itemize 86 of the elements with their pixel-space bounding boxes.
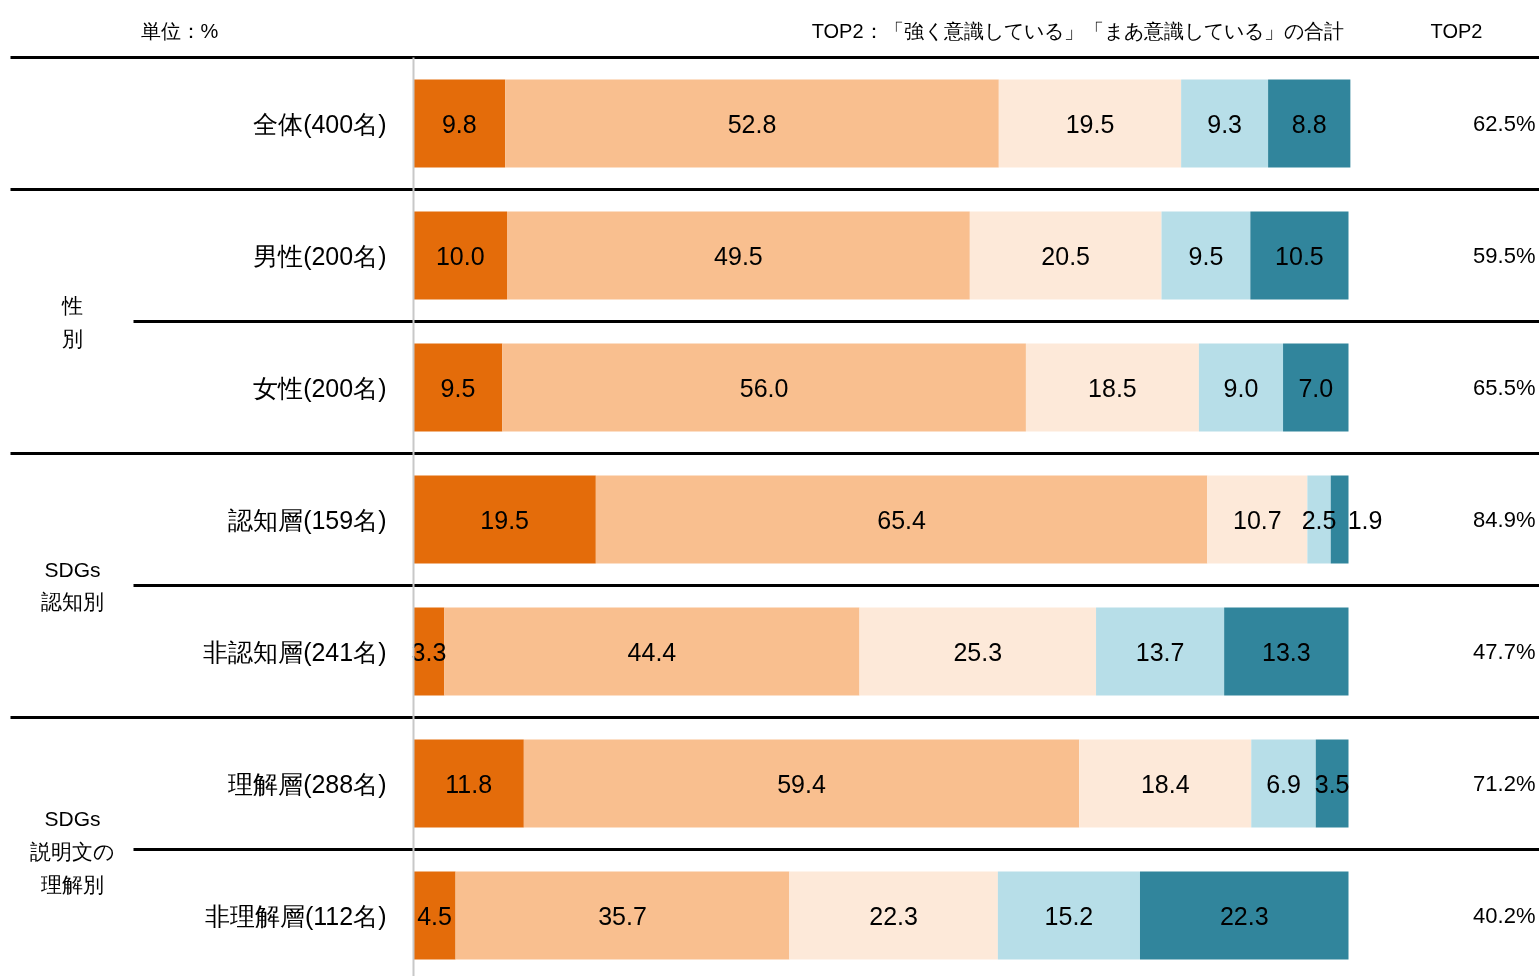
- bar: [1079, 739, 1252, 828]
- bar: [1198, 343, 1284, 432]
- bar: [1250, 211, 1349, 300]
- y-tick-label: 女性(200名): [253, 373, 387, 402]
- text: 59.5%: [1473, 243, 1536, 268]
- data-label: 9.8: [441, 109, 477, 138]
- text: 理解別: [41, 873, 104, 896]
- text: 説明文の: [30, 840, 115, 863]
- bar: [413, 343, 503, 432]
- text: 別: [62, 327, 83, 350]
- data-label: 35.7: [598, 901, 647, 930]
- data-label: 9.5: [440, 373, 476, 402]
- text: 47.7%: [1473, 639, 1536, 664]
- bar: [413, 739, 524, 828]
- bar: [859, 607, 1097, 696]
- data-label: 11.8: [445, 769, 493, 798]
- data-label: 4.5: [417, 901, 452, 930]
- bar: [997, 871, 1140, 960]
- data-label: 59.4: [777, 769, 826, 798]
- text: TOP2: [1430, 19, 1483, 42]
- text: 84.9%: [1473, 507, 1536, 532]
- bar: [1224, 607, 1349, 696]
- bar: [1096, 607, 1225, 696]
- data-label: 9.0: [1223, 373, 1259, 402]
- bar: [413, 79, 506, 168]
- bar: [1161, 211, 1251, 300]
- data-label: 10.5: [1275, 241, 1324, 270]
- bar: [413, 211, 507, 300]
- data-label: 15.2: [1044, 901, 1094, 930]
- data-label: 1.9: [1347, 505, 1383, 534]
- text: 性: [61, 294, 83, 317]
- bar: [502, 343, 1026, 432]
- y-tick-label: 非認知層(241名): [203, 637, 387, 666]
- bar: [505, 79, 999, 168]
- text: 71.2%: [1473, 771, 1536, 796]
- data-label: 65.4: [877, 505, 926, 534]
- bar: [444, 607, 860, 696]
- data-label: 49.5: [714, 241, 763, 270]
- text: 62.5%: [1473, 111, 1536, 136]
- data-label: 6.9: [1266, 769, 1301, 798]
- bar: [413, 475, 596, 564]
- text: 単位：%: [140, 19, 219, 42]
- data-label: 9.3: [1207, 109, 1242, 138]
- bar: [789, 871, 998, 960]
- text: 40.2%: [1473, 903, 1536, 928]
- data-label: 19.5: [480, 505, 530, 534]
- data-label: 13.3: [1261, 637, 1311, 666]
- text: TOP2：「強く意識している」「まあ意識している」の合計: [811, 19, 1344, 42]
- bar: [595, 475, 1208, 564]
- data-label: 52.8: [727, 109, 777, 138]
- bar: [1025, 343, 1199, 432]
- data-label: 10.7: [1233, 505, 1282, 534]
- bar: [1283, 343, 1349, 432]
- y-tick-label: 理解層(288名): [228, 769, 387, 798]
- data-label: 18.4: [1140, 769, 1190, 798]
- text: 認知別: [41, 590, 104, 613]
- data-label: 7.0: [1298, 373, 1334, 402]
- y-tick-label: 男性(200名): [253, 241, 387, 270]
- y-tick-label: 全体(400名): [253, 109, 387, 138]
- data-label: 22.3: [1219, 901, 1269, 930]
- bar: [998, 79, 1182, 168]
- text: 65.5%: [1473, 375, 1536, 400]
- bar: [455, 871, 790, 960]
- bar: [969, 211, 1162, 300]
- bar: [507, 211, 970, 300]
- text: SDGs: [44, 558, 101, 581]
- y-tick-label: 非理解層(112名): [204, 901, 387, 930]
- bar: [1251, 739, 1316, 828]
- data-label: 20.5: [1041, 241, 1091, 270]
- data-label: 22.3: [869, 901, 918, 930]
- data-label: 56.0: [739, 373, 789, 402]
- bar: [413, 871, 456, 960]
- data-label: 19.5: [1065, 109, 1115, 138]
- data-label: 9.5: [1188, 241, 1224, 270]
- data-label: 44.4: [627, 637, 677, 666]
- data-label: 18.5: [1088, 373, 1137, 402]
- bar: [523, 739, 1080, 828]
- bar: [1139, 871, 1349, 960]
- y-tick-label: 認知層(159名): [228, 505, 387, 534]
- text: SDGs: [44, 807, 101, 830]
- data-label: 13.7: [1135, 637, 1185, 666]
- bar: [1268, 79, 1351, 168]
- data-label: 8.8: [1291, 109, 1327, 138]
- data-label: 25.3: [953, 637, 1003, 666]
- data-label: 10.0: [435, 241, 485, 270]
- bar: [1181, 79, 1269, 168]
